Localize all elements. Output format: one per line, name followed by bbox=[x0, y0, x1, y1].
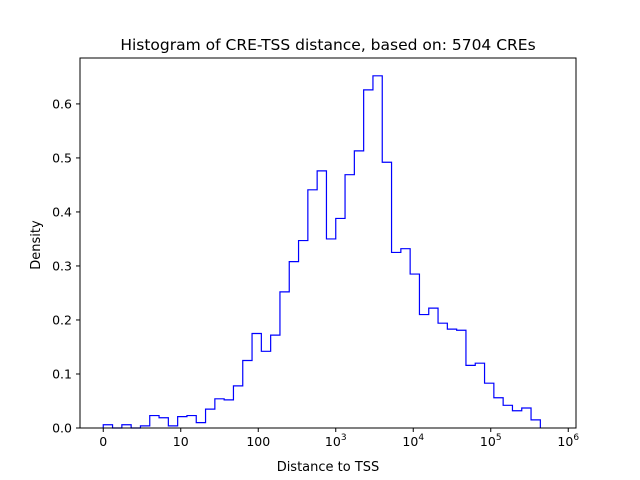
x-tick-label-base: 10 bbox=[557, 434, 573, 449]
y-tick-label: 0.3 bbox=[52, 258, 72, 273]
histogram-step-line bbox=[102, 75, 541, 429]
x-tick-label-base: 100 bbox=[246, 434, 270, 449]
x-tick-label-base: 10 bbox=[402, 434, 418, 449]
y-tick-label: 0.1 bbox=[52, 366, 72, 381]
y-tick-label: 0.5 bbox=[52, 150, 72, 165]
x-tick-label-base: 10 bbox=[173, 434, 189, 449]
x-tick-label: 0 bbox=[99, 434, 107, 449]
y-tick-label: 0.4 bbox=[52, 204, 72, 219]
x-tick-label-exponent: 4 bbox=[418, 433, 424, 443]
chart-title: Histogram of CRE-TSS distance, based on:… bbox=[120, 36, 535, 54]
x-tick-label: 105 bbox=[480, 433, 502, 449]
x-tick-label-exponent: 3 bbox=[341, 433, 347, 443]
x-tick-label: 103 bbox=[325, 433, 347, 449]
x-tick-label-base: 0 bbox=[99, 434, 107, 449]
x-tick-label: 10 bbox=[173, 434, 189, 449]
x-tick-label: 104 bbox=[402, 433, 424, 449]
y-tick-label: 0.2 bbox=[52, 312, 72, 327]
x-tick-label-exponent: 5 bbox=[496, 433, 502, 443]
x-tick-label-exponent: 6 bbox=[573, 433, 579, 443]
x-tick-label-base: 10 bbox=[325, 434, 341, 449]
y-tick-label: 0.6 bbox=[52, 96, 72, 111]
x-tick-label-base: 10 bbox=[480, 434, 496, 449]
y-axis-label: Density bbox=[29, 220, 44, 270]
x-tick-label: 106 bbox=[557, 433, 579, 449]
x-axis-label: Distance to TSS bbox=[277, 460, 380, 475]
x-tick-label: 100 bbox=[246, 434, 270, 449]
y-tick-label: 0.0 bbox=[52, 421, 72, 436]
axes-frame bbox=[79, 57, 577, 429]
